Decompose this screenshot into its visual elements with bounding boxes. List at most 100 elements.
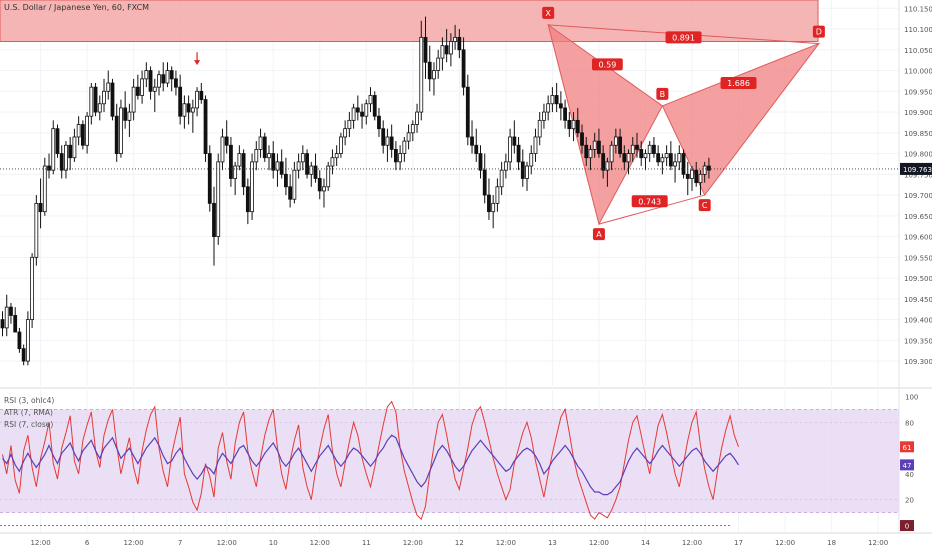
candle-body	[102, 90, 106, 105]
pattern-ratio-badge	[665, 31, 702, 44]
harmonic-pattern[interactable]	[547, 23, 821, 226]
price-tick-label: 109.300	[904, 358, 932, 366]
candle-body	[34, 202, 39, 258]
candle	[97, 95, 102, 121]
candle-body	[707, 165, 711, 171]
candle	[542, 103, 546, 129]
pattern-line-ac	[598, 194, 705, 225]
candle-body	[343, 128, 348, 138]
candle-body	[377, 115, 381, 130]
candle	[613, 128, 618, 154]
rsi-fast-badge[interactable]: 61	[900, 441, 914, 453]
candle-body	[550, 95, 555, 105]
time-tick-label: 12:00	[30, 539, 50, 547]
candle-body	[216, 161, 221, 237]
candle-body	[284, 173, 288, 188]
pattern-ratio[interactable]: 0.59	[591, 58, 623, 71]
candle	[432, 62, 436, 96]
candle	[398, 145, 403, 171]
indicator-label-rsi-fast[interactable]: RSI (3, ohlc4)	[4, 396, 55, 405]
candle	[245, 178, 250, 225]
candle-body	[643, 153, 648, 159]
price-tick-label: 110.050	[904, 47, 932, 55]
candle-body	[537, 119, 542, 138]
candle	[537, 112, 542, 146]
candle-body	[9, 306, 13, 316]
candle	[635, 132, 639, 158]
pattern-point-a[interactable]: A	[592, 228, 605, 241]
price-tick-label: 109.800	[904, 151, 932, 159]
last-price-badge[interactable]: 109.763	[900, 162, 932, 175]
pattern-point-label: X	[545, 9, 551, 18]
pattern-point-b[interactable]: B	[656, 87, 669, 100]
pattern-point-d[interactable]: D	[812, 25, 825, 38]
indicator-axis[interactable]: 2040608010061470	[900, 393, 918, 532]
rsi-slow-line[interactable]	[2, 434, 740, 496]
candle	[174, 70, 178, 96]
candle-body	[503, 161, 508, 171]
rsi-fast-line[interactable]	[2, 400, 739, 520]
time-tick-label: 14	[641, 539, 650, 547]
pattern-point-x[interactable]: X	[542, 6, 555, 19]
candle-body	[516, 144, 521, 163]
candle-body	[419, 36, 424, 113]
candle	[707, 157, 711, 179]
candle-body	[245, 186, 250, 213]
candle-body	[267, 153, 271, 159]
candle-body	[165, 70, 170, 84]
candle-body	[499, 169, 504, 188]
candle	[313, 153, 318, 183]
candle-body	[38, 202, 43, 213]
pattern-labels: X A B C D 0.59 0.891 1.686 0.743	[542, 6, 825, 241]
candle-body	[212, 202, 216, 237]
rsi-fast-badge-bg	[900, 441, 914, 453]
pattern-ratio-label: 0.743	[638, 197, 661, 206]
atr-badge[interactable]: 0	[900, 520, 914, 532]
candle-body	[30, 256, 35, 320]
candle-body	[178, 86, 183, 117]
indicator-label-rsi-slow[interactable]: RSI (7, close)	[4, 420, 54, 429]
candle	[622, 145, 627, 171]
indicator-pane[interactable]	[0, 400, 899, 526]
candle-body	[161, 74, 166, 84]
candle-body	[495, 186, 500, 204]
candle	[491, 195, 496, 229]
candle	[237, 145, 242, 171]
pattern-triangle-bcd[interactable]	[661, 42, 821, 197]
candle	[119, 99, 123, 158]
candle	[34, 195, 39, 266]
candle-body	[347, 119, 352, 130]
rsi-slow-badge[interactable]: 47	[900, 459, 914, 471]
candle	[558, 91, 563, 121]
candle-body	[677, 153, 682, 163]
candle	[470, 120, 474, 154]
candle-body	[140, 78, 144, 96]
candle-body	[368, 95, 373, 105]
pattern-point-c[interactable]: C	[698, 199, 711, 212]
candle-body	[389, 136, 394, 150]
candle	[258, 128, 263, 158]
time-axis[interactable]: 12:00 6 12:00 7 12:00 10 12:00 11 12:00 12 12:00 13…	[0, 532, 932, 547]
price-axis[interactable]: 109.300 109.350 109.400 109.450 109.500 109.5…	[900, 5, 932, 366]
candle	[199, 83, 204, 104]
candle-body	[618, 136, 622, 154]
candle	[389, 124, 394, 158]
indicator-label-atr[interactable]: ATR (7, RMA)	[4, 408, 53, 417]
candle-body	[613, 136, 618, 146]
pattern-ratio[interactable]: 1.686	[720, 77, 757, 90]
pattern-ratio[interactable]: 0.891	[665, 31, 702, 44]
candle-body	[398, 153, 403, 163]
candle	[377, 107, 381, 137]
candle	[453, 24, 458, 50]
candle	[9, 302, 13, 324]
down-arrow-marker[interactable]	[194, 52, 201, 66]
candle	[461, 37, 466, 96]
time-tick-label: 12:00	[775, 539, 795, 547]
candle-body	[85, 115, 89, 146]
price-tick-label: 109.550	[904, 254, 932, 262]
pattern-ratio[interactable]: 0.743	[631, 195, 668, 208]
candle-body	[440, 45, 445, 59]
candle-body	[13, 315, 18, 333]
candle-body	[406, 132, 411, 142]
